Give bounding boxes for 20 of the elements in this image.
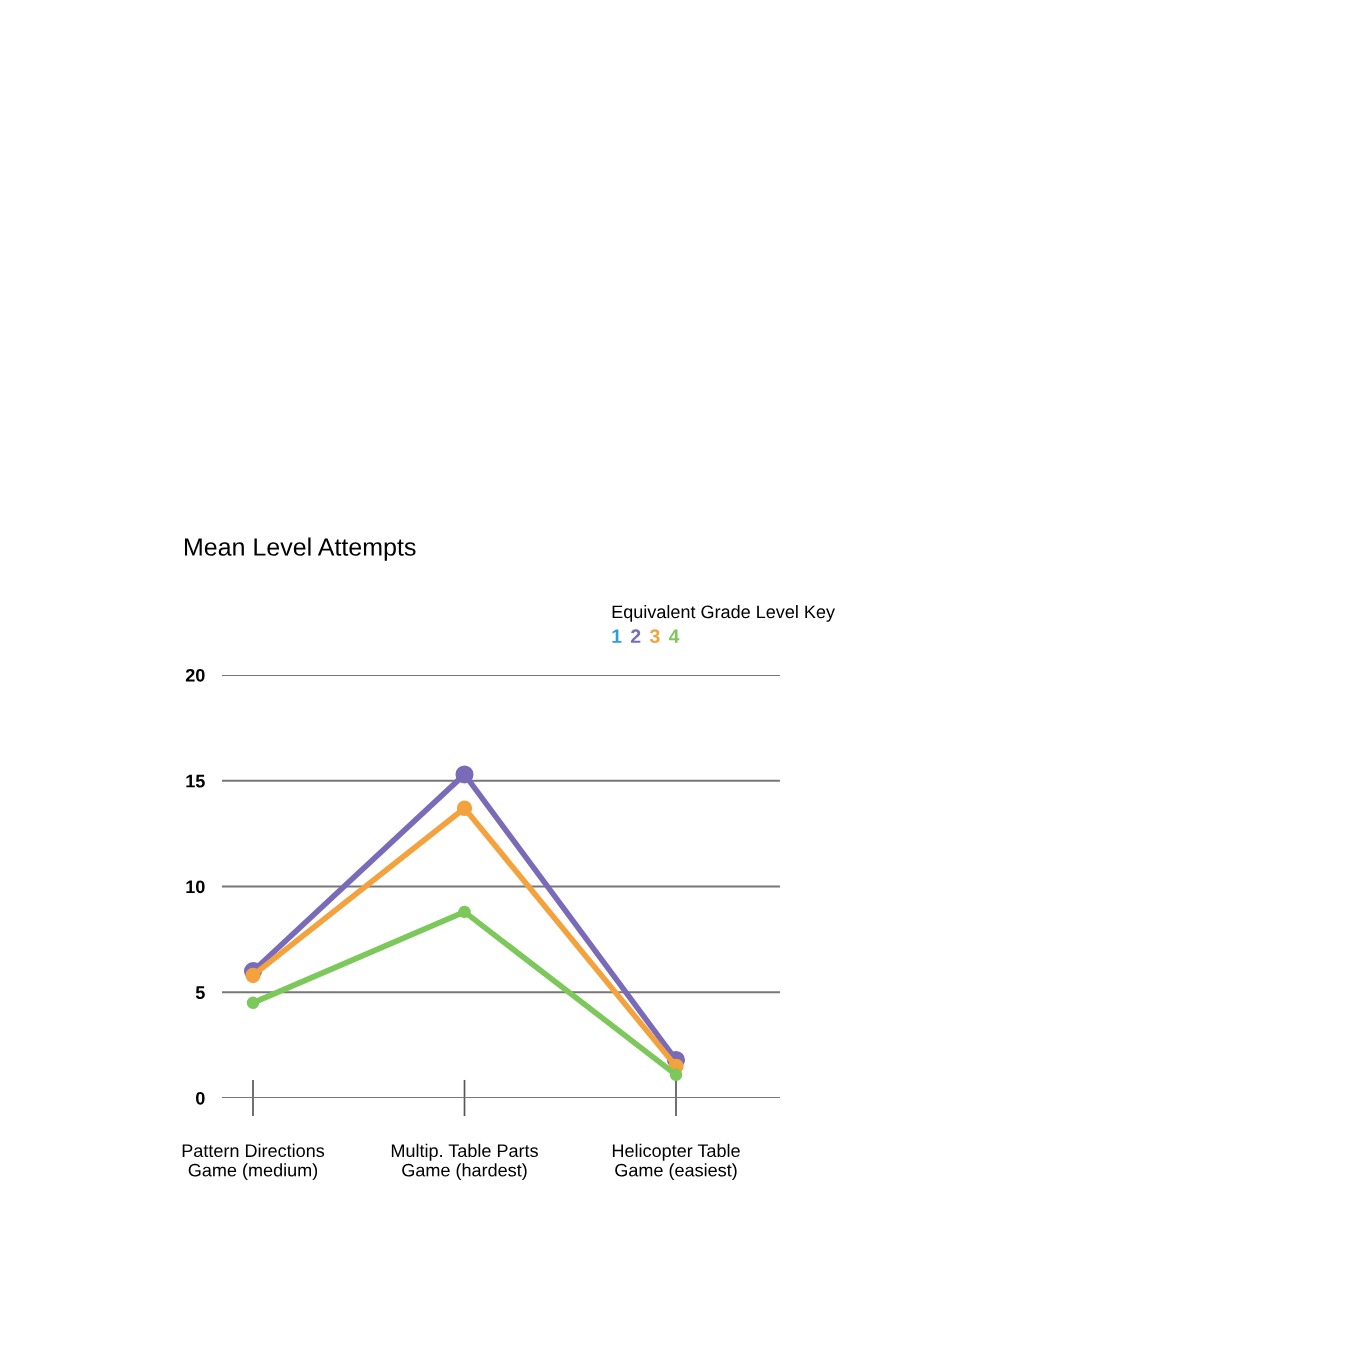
point <box>669 1068 683 1081</box>
y-tick-label: 0 <box>196 1091 205 1105</box>
legend-title: Equivalent Grade Level Key <box>612 605 835 622</box>
legend-label: 1 <box>612 629 622 643</box>
chart-title: Mean Level Attempts <box>184 537 416 561</box>
y-tick-label: 15 <box>186 774 205 788</box>
x-tick-label: Multip. Table Parts Game (hardest) <box>391 1143 538 1181</box>
y-tick-label: 20 <box>185 668 205 682</box>
point <box>245 967 261 983</box>
y-tick-label: 10 <box>186 880 205 894</box>
point <box>458 905 471 919</box>
text: 4 <box>668 629 680 643</box>
point <box>456 800 473 816</box>
x-tick-label: Helicopter Table Game (easiest) <box>612 1143 740 1181</box>
text: 2 <box>631 629 641 643</box>
x-tick-label: Pattern Directions Game (medium) <box>182 1143 325 1181</box>
y-tick-label: 5 <box>195 986 205 999</box>
point <box>455 765 474 784</box>
text: 3 <box>649 629 660 644</box>
point <box>246 996 260 1010</box>
